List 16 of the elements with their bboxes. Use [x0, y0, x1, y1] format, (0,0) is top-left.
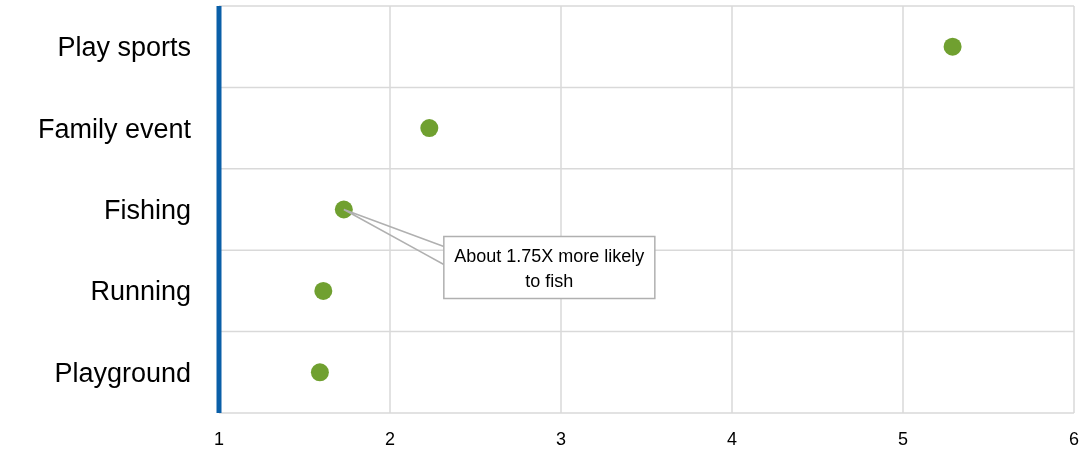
point — [420, 119, 439, 138]
x-tick-label: 1 — [213, 429, 225, 449]
annotation: About 1.75X more likely to fish — [454, 245, 645, 291]
y-tick-label: Playground — [54, 357, 191, 388]
x-tick-label: 5 — [897, 429, 909, 449]
point — [310, 363, 329, 382]
x-tick-label: 3 — [555, 429, 567, 449]
x-tick-label: 4 — [726, 429, 738, 449]
y-tick-label: Play sports — [57, 32, 191, 63]
y-tick-label: Family event — [37, 113, 192, 144]
point — [943, 37, 962, 56]
x-tick-label: 6 — [1068, 429, 1080, 449]
y-tick-label: Fishing — [103, 194, 191, 225]
y-tick-label: Running — [90, 276, 191, 307]
x-tick-label: 2 — [384, 429, 396, 449]
point — [314, 281, 333, 300]
